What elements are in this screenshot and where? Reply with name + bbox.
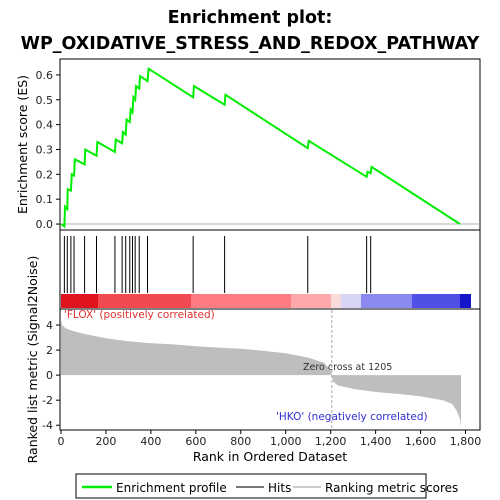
color-bar-segment-red: [98, 294, 191, 308]
x-tick-label: 800: [230, 435, 251, 448]
es-ytick-label: 0.1: [36, 193, 54, 206]
es-ytick-label: 0.2: [36, 168, 54, 181]
metric-ytick-label: -4: [42, 419, 53, 432]
color-bar-segment-dark-blue: [460, 294, 471, 308]
color-bar-segment-light-blue: [361, 294, 412, 308]
metric-ytick-label: -2: [42, 394, 53, 407]
color-bar-segment-pale: [331, 294, 341, 308]
color-bar-segment-pink: [191, 294, 291, 308]
x-tick-label: 200: [95, 435, 116, 448]
es-ytick-label: 0.4: [36, 119, 54, 132]
color-bar-segment-lavender: [341, 294, 361, 308]
color-bar-segment-light-pink: [291, 294, 331, 308]
es-ytick-label: 0.6: [36, 69, 54, 82]
x-tick-label: 1,400: [360, 435, 392, 448]
legend: Enrichment profile Hits Ranking metric s…: [76, 474, 458, 498]
x-axis-label: Rank in Ordered Dataset: [193, 449, 347, 464]
es-panel: 0.0 0.1 0.2 0.3 0.4 0.5 0.6 Enrichment score (…: [15, 59, 480, 231]
negative-correlation-label: 'HKO' (negatively correlated): [276, 411, 428, 423]
es-ytick-label: 0.5: [36, 94, 54, 107]
es-ytick-label: 0.0: [36, 218, 54, 231]
chart-title-line2: WP_OXIDATIVE_STRESS_AND_REDOX_PATHWAY: [21, 34, 480, 54]
es-ytick-label: 0.3: [36, 143, 54, 156]
x-tick-label: 0: [58, 435, 65, 448]
zero-cross-label: Zero cross at 1205: [303, 362, 392, 373]
x-tick-label: 400: [140, 435, 161, 448]
chart-title-line1: Enrichment plot:: [168, 8, 333, 28]
metric-axis-label: Ranked list metric (Signal2Noise): [25, 256, 40, 464]
hits-panel: [60, 230, 480, 309]
legend-metric-label: Ranking metric scores: [325, 481, 458, 495]
metric-ytick-label: 4: [46, 319, 53, 332]
x-tick-label: 600: [185, 435, 206, 448]
x-tick-label: 1,000: [270, 435, 302, 448]
x-tick-label: 1,600: [405, 435, 437, 448]
color-bar-segment-red-dark: [61, 294, 98, 308]
metric-ytick-label: 2: [46, 344, 53, 357]
color-bar-segment-blue: [412, 294, 460, 308]
es-axis-label: Enrichment score (ES): [15, 75, 30, 214]
positive-correlation-label: 'FLOX' (positively correlated): [64, 309, 215, 321]
legend-hits-label: Hits: [268, 481, 291, 495]
x-tick-label: 1,800: [450, 435, 482, 448]
rank-color-bar: [61, 294, 471, 308]
legend-profile-label: Enrichment profile: [116, 481, 227, 495]
x-tick-label: 1,200: [315, 435, 347, 448]
metric-ytick-label: 0: [46, 369, 53, 382]
